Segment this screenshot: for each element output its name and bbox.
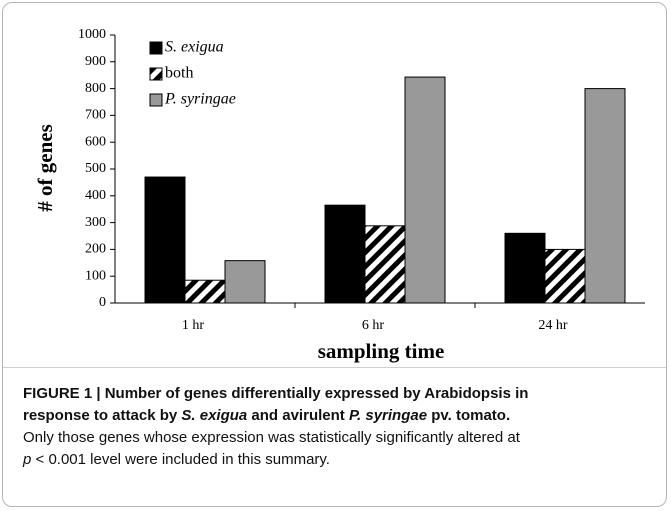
bar	[144, 176, 186, 304]
y-tick-label: 700	[85, 108, 106, 123]
bar	[544, 248, 586, 304]
y-tick-label: 1000	[78, 27, 106, 42]
legend-swatch	[149, 41, 163, 55]
caption-body-line: Only those genes whose expression was st…	[23, 427, 663, 449]
figure: # of genes sampling time 0 100 200 300 400 50…	[2, 2, 667, 507]
caption-text: P. syringae	[348, 407, 428, 424]
bar	[224, 260, 266, 304]
caption-text: < 0.001 level were included in this summ…	[31, 451, 330, 468]
bar	[324, 204, 366, 304]
x-tick-label: 6 hr	[362, 318, 385, 333]
caption-text: S. exigua	[181, 407, 248, 424]
caption-text: and avirulent	[247, 407, 349, 424]
x-tick-label: 24 hr	[538, 318, 568, 333]
y-tick-label: 300	[85, 215, 106, 230]
caption-text: response to attack by	[23, 407, 182, 424]
bar	[504, 232, 546, 304]
y-tick-label: 200	[85, 242, 106, 257]
x-axis-title: sampling time	[318, 339, 445, 363]
caption-title-line: FIGURE 1 | Number of genes differentiall…	[23, 383, 663, 405]
y-tick-label: 900	[85, 54, 106, 69]
caption-text: pv. tomato.	[427, 407, 511, 424]
caption-text: FIGURE 1 | Number of genes differentiall…	[23, 385, 529, 402]
legend-label: S. exigua	[165, 39, 224, 56]
caption-body-line: p < 0.001 level were included in this su…	[23, 449, 663, 471]
caption-text: Only those genes whose expression was st…	[23, 429, 520, 446]
legend-swatch	[149, 93, 163, 107]
bar	[184, 279, 226, 304]
y-tick-label: 800	[85, 81, 106, 96]
legend-label: P. syringae	[164, 91, 236, 108]
chart: # of genes sampling time 0 100 200 300 400 50…	[33, 27, 645, 363]
caption-title-line: response to attack by S. exigua and avir…	[23, 405, 663, 427]
bar	[364, 225, 406, 304]
y-tick-label: 600	[85, 134, 106, 149]
legend-label: both	[165, 65, 193, 82]
y-tick-label: 0	[99, 295, 106, 310]
caption: FIGURE 1 | Number of genes differentiall…	[23, 383, 663, 471]
y-tick-label: 400	[85, 188, 106, 203]
bar	[584, 88, 626, 304]
x-tick-label: 1 hr	[182, 318, 205, 333]
y-tick-label: 100	[85, 268, 106, 283]
y-tick-label: 500	[85, 161, 106, 176]
caption-text: p	[23, 451, 32, 468]
legend-swatch	[149, 67, 163, 81]
separator	[3, 367, 666, 368]
bar	[404, 76, 446, 304]
y-axis-title: # of genes	[33, 124, 57, 212]
